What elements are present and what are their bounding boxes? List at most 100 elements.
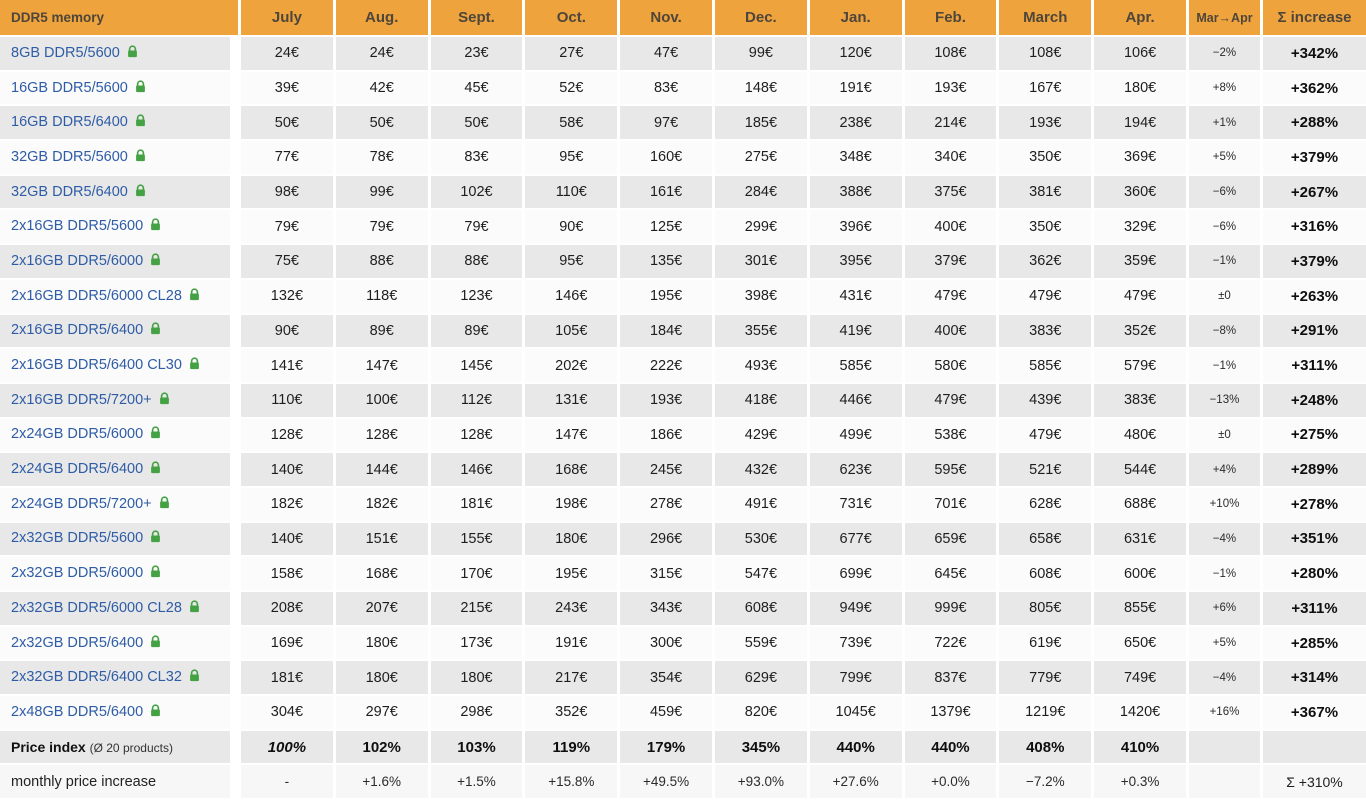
price-cell-dec: 820€ xyxy=(711,696,807,731)
product-link[interactable]: 2x24GB DDR5/7200+ xyxy=(11,495,152,512)
price-cell-july: 181€ xyxy=(238,661,333,697)
price-cell-july: 128€ xyxy=(238,418,333,454)
monthly-sum-total: Σ +310% xyxy=(1259,765,1366,800)
price-cell-dec: 629€ xyxy=(711,661,807,697)
product-link[interactable]: 32GB DDR5/6400 xyxy=(11,183,128,200)
product-link[interactable]: 2x32GB DDR5/6000 xyxy=(11,565,144,582)
price-cell-sept: 45€ xyxy=(427,71,523,107)
product-link[interactable]: 2x24GB DDR5/6000 xyxy=(11,426,144,443)
product-link[interactable]: 16GB DDR5/6400 xyxy=(11,114,128,131)
product-link[interactable]: 2x32GB DDR5/6400 xyxy=(11,634,144,651)
price-cell-aug: 151€ xyxy=(332,522,428,558)
price-cell-sept: 298€ xyxy=(427,696,523,731)
product-link[interactable]: 2x32GB DDR5/6000 CL28 xyxy=(11,599,182,616)
product-link[interactable]: 2x32GB DDR5/6400 CL32 xyxy=(11,669,182,686)
price-cell-jan: 446€ xyxy=(806,383,902,419)
price-cell-nov: 222€ xyxy=(617,349,712,384)
product-cell: 2x32GB DDR5/6000 xyxy=(0,557,238,592)
product-link[interactable]: 2x48GB DDR5/6400 xyxy=(11,703,144,720)
price-cell-sept: 88€ xyxy=(427,245,523,280)
lock-icon xyxy=(188,600,201,617)
price-cell-nov: 184€ xyxy=(617,314,712,350)
price-cell-july: 90€ xyxy=(238,314,333,350)
product-link[interactable]: 2x32GB DDR5/5600 xyxy=(11,530,144,547)
change-cell: +5% xyxy=(1185,141,1260,176)
product-link[interactable]: 2x16GB DDR5/6400 CL30 xyxy=(11,357,182,374)
price-cell-march: 383€ xyxy=(996,314,1092,350)
product-link[interactable]: 2x16GB DDR5/5600 xyxy=(11,218,144,235)
change-cell: −4% xyxy=(1185,522,1260,558)
sum-increase-cell: +379% xyxy=(1259,245,1366,280)
price-cell-july: 50€ xyxy=(238,106,333,142)
price-cell-july: 98€ xyxy=(238,175,333,211)
product-cell: 2x32GB DDR5/6000 CL28 xyxy=(0,592,238,627)
product-link[interactable]: 2x16GB DDR5/6000 CL28 xyxy=(11,287,182,304)
price-cell-dec: 301€ xyxy=(711,245,807,280)
sum-increase-cell: +291% xyxy=(1259,314,1366,350)
price-cell-aug: 24€ xyxy=(332,37,428,72)
price-cell-sept: 155€ xyxy=(427,522,523,558)
price-cell-sept: 102€ xyxy=(427,175,523,211)
product-link[interactable]: 2x16GB DDR5/7200+ xyxy=(11,391,152,408)
lock-icon xyxy=(134,114,147,131)
product-cell: 32GB DDR5/5600 xyxy=(0,141,238,176)
product-link[interactable]: 2x16GB DDR5/6000 xyxy=(11,252,144,269)
price-index-sum-empty xyxy=(1259,730,1366,766)
price-cell-dec: 99€ xyxy=(711,37,807,72)
sum-increase-cell: +342% xyxy=(1259,37,1366,72)
table-row: 2x16GB DDR5/6000 CL28 132€ 118€ 123€ 146€ 195… xyxy=(0,279,1366,315)
price-cell-july: 75€ xyxy=(238,245,333,280)
lock-icon xyxy=(149,634,162,652)
price-cell-nov: 459€ xyxy=(617,696,712,731)
header-month-sept: Sept. xyxy=(427,0,523,37)
product-link[interactable]: 16GB DDR5/5600 xyxy=(11,79,128,96)
price-cell-march: 805€ xyxy=(996,592,1092,627)
table-row: 2x48GB DDR5/6400 304€ 297€ 298€ 352€ 459€ 820€… xyxy=(0,696,1366,731)
table-row: 8GB DDR5/5600 24€ 24€ 23€ 27€ 47€ 99€ 120€ 108€ 1… xyxy=(0,37,1366,72)
price-cell-march: 479€ xyxy=(996,418,1092,454)
sum-increase-cell: +288% xyxy=(1259,106,1366,142)
table-row: 2x16GB DDR5/6000 75€ 88€ 88€ 95€ 135€ 301€ 395€… xyxy=(0,245,1366,280)
product-cell: 2x48GB DDR5/6400 xyxy=(0,696,238,731)
price-cell-apr: 329€ xyxy=(1091,210,1186,246)
product-cell: 2x32GB DDR5/6400 xyxy=(0,626,238,662)
price-cell-nov: 161€ xyxy=(617,175,712,211)
price-cell-dec: 185€ xyxy=(711,106,807,142)
price-cell-jan: 395€ xyxy=(806,245,902,280)
price-cell-july: 132€ xyxy=(238,279,333,315)
price-cell-apr: 180€ xyxy=(1091,71,1186,107)
price-cell-nov: 300€ xyxy=(617,626,712,662)
price-cell-dec: 547€ xyxy=(711,557,807,592)
price-cell-oct: 105€ xyxy=(522,314,618,350)
price-cell-march: 585€ xyxy=(996,349,1092,384)
sum-increase-cell: +267% xyxy=(1259,175,1366,211)
header-mar-apr: Mar→Apr xyxy=(1185,0,1260,37)
price-cell-jan: 120€ xyxy=(806,37,902,72)
price-cell-jan: 419€ xyxy=(806,314,902,350)
lock-icon xyxy=(134,79,147,97)
price-cell-nov: 354€ xyxy=(617,661,712,697)
sum-increase-cell: +311% xyxy=(1259,349,1366,384)
price-index-value: 410% xyxy=(1091,730,1186,766)
price-cell-sept: 123€ xyxy=(427,279,523,315)
product-cell: 2x24GB DDR5/6000 xyxy=(0,418,238,454)
price-cell-feb: 659€ xyxy=(901,522,997,558)
change-cell: +16% xyxy=(1185,696,1260,731)
price-cell-dec: 148€ xyxy=(711,71,807,107)
product-link[interactable]: 8GB DDR5/5600 xyxy=(11,44,120,61)
product-link[interactable]: 32GB DDR5/5600 xyxy=(11,148,128,165)
price-index-value: 345% xyxy=(711,730,807,766)
sum-increase-cell: +263% xyxy=(1259,279,1366,315)
price-cell-feb: 645€ xyxy=(901,557,997,592)
price-cell-march: 658€ xyxy=(996,522,1092,558)
price-cell-feb: 1379€ xyxy=(901,696,997,731)
product-link[interactable]: 2x16GB DDR5/6400 xyxy=(11,322,144,339)
price-cell-aug: 168€ xyxy=(332,557,428,592)
price-cell-nov: 343€ xyxy=(617,592,712,627)
product-link[interactable]: 2x24GB DDR5/6400 xyxy=(11,461,144,478)
change-cell: +10% xyxy=(1185,487,1260,523)
product-cell: 8GB DDR5/5600 xyxy=(0,37,238,72)
monthly-increase-value: +1.5% xyxy=(427,765,523,800)
product-cell: 32GB DDR5/6400 xyxy=(0,175,238,211)
monthly-change-empty xyxy=(1185,765,1260,800)
